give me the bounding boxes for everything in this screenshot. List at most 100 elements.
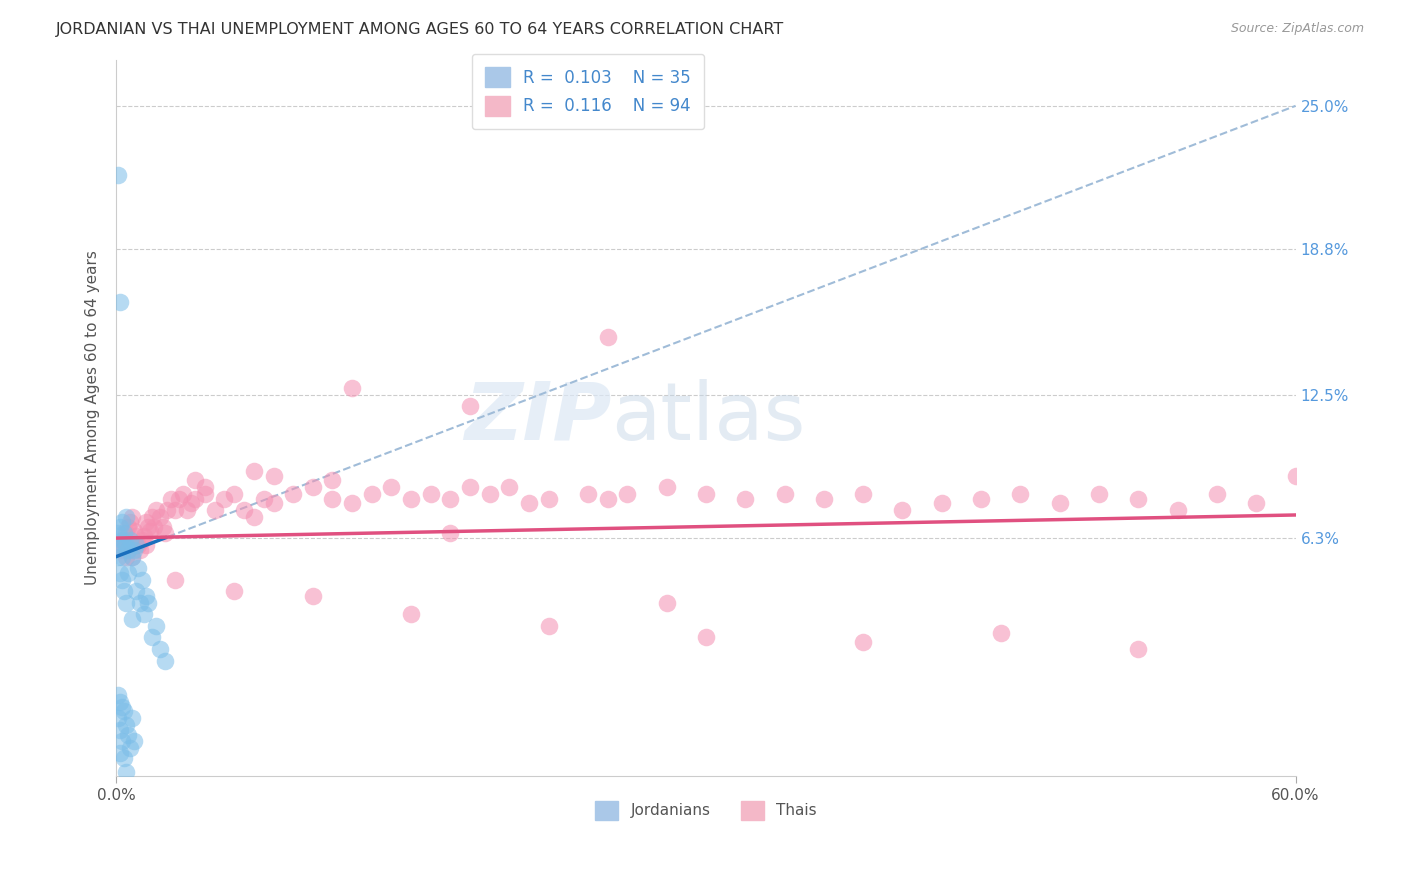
Point <box>301 589 323 603</box>
Point <box>121 549 143 564</box>
Point <box>1206 487 1229 501</box>
Point <box>145 619 167 633</box>
Point <box>121 549 143 564</box>
Point <box>301 480 323 494</box>
Point <box>655 480 678 494</box>
Point <box>122 734 145 748</box>
Point <box>115 549 138 564</box>
Point <box>111 515 134 529</box>
Point <box>204 503 226 517</box>
Point <box>155 526 177 541</box>
Point <box>117 519 139 533</box>
Point <box>112 533 135 548</box>
Text: JORDANIAN VS THAI UNEMPLOYMENT AMONG AGES 60 TO 64 YEARS CORRELATION CHART: JORDANIAN VS THAI UNEMPLOYMENT AMONG AGE… <box>56 22 785 37</box>
Point <box>1246 496 1268 510</box>
Point <box>108 538 131 552</box>
Point <box>111 699 134 714</box>
Point <box>1167 503 1189 517</box>
Point <box>112 526 135 541</box>
Point <box>165 503 187 517</box>
Point <box>1128 642 1150 657</box>
Point <box>112 705 135 719</box>
Point <box>243 464 266 478</box>
Point <box>142 519 165 533</box>
Point <box>537 491 560 506</box>
Point <box>458 400 481 414</box>
Point <box>576 487 599 501</box>
Point <box>596 491 619 506</box>
Text: atlas: atlas <box>612 379 806 457</box>
Point <box>439 491 461 506</box>
Point <box>148 642 170 657</box>
Point <box>115 538 138 552</box>
Point <box>340 496 363 510</box>
Point <box>380 480 402 494</box>
Point <box>112 584 135 599</box>
Point <box>517 496 540 510</box>
Point <box>115 764 138 779</box>
Point <box>108 746 131 760</box>
Point <box>135 515 157 529</box>
Point <box>970 491 993 506</box>
Point <box>852 635 875 649</box>
Point <box>167 491 190 506</box>
Point <box>152 519 174 533</box>
Point <box>108 519 131 533</box>
Point <box>145 503 167 517</box>
Point <box>1088 487 1111 501</box>
Point <box>773 487 796 501</box>
Point <box>399 607 422 622</box>
Point <box>135 589 157 603</box>
Point <box>111 533 134 548</box>
Point <box>931 496 953 510</box>
Point <box>253 491 276 506</box>
Point <box>141 631 163 645</box>
Point <box>132 607 155 622</box>
Point <box>136 519 159 533</box>
Point <box>115 510 138 524</box>
Point <box>107 549 129 564</box>
Point <box>128 596 150 610</box>
Point <box>132 529 155 543</box>
Point <box>127 538 149 552</box>
Point <box>148 510 170 524</box>
Point <box>117 542 139 557</box>
Point <box>118 533 141 548</box>
Point <box>122 524 145 538</box>
Point <box>112 538 135 552</box>
Point <box>734 491 756 506</box>
Point <box>695 487 717 501</box>
Point <box>321 473 343 487</box>
Point <box>108 538 131 552</box>
Point <box>537 619 560 633</box>
Point <box>283 487 305 501</box>
Point <box>115 596 138 610</box>
Point <box>115 526 138 541</box>
Point <box>813 491 835 506</box>
Point <box>107 711 129 725</box>
Point <box>655 596 678 610</box>
Point <box>141 510 163 524</box>
Point <box>138 524 160 538</box>
Point <box>233 503 256 517</box>
Point <box>224 487 246 501</box>
Point <box>121 612 143 626</box>
Point <box>107 526 129 541</box>
Point <box>122 542 145 557</box>
Point <box>184 491 207 506</box>
Point <box>131 573 153 587</box>
Point <box>184 473 207 487</box>
Point <box>419 487 441 501</box>
Point <box>135 538 157 552</box>
Y-axis label: Unemployment Among Ages 60 to 64 years: Unemployment Among Ages 60 to 64 years <box>86 251 100 585</box>
Point <box>128 542 150 557</box>
Point <box>263 496 285 510</box>
Point <box>125 529 148 543</box>
Legend: Jordanians, Thais: Jordanians, Thais <box>589 795 823 826</box>
Point <box>360 487 382 501</box>
Point <box>121 510 143 524</box>
Point <box>399 491 422 506</box>
Point <box>439 526 461 541</box>
Point <box>125 538 148 552</box>
Point <box>321 491 343 506</box>
